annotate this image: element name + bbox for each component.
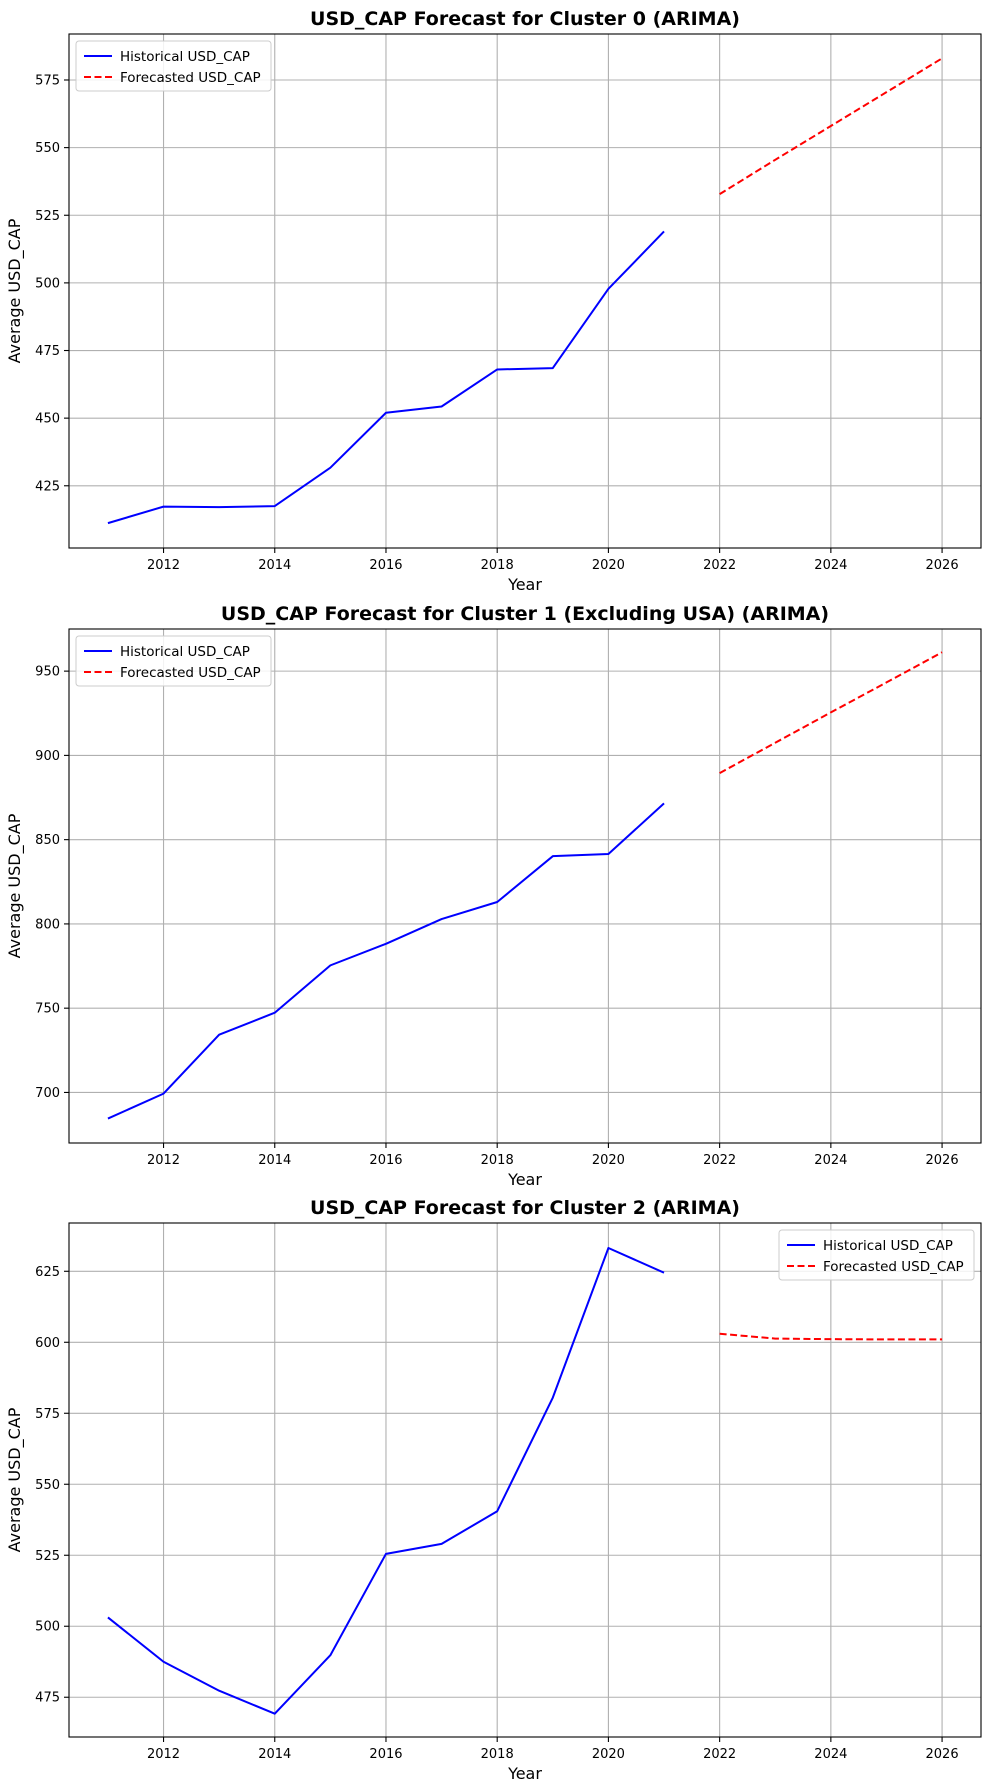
legend-label: Forecasted USD_CAP <box>823 1259 964 1275</box>
x-tick-label: 2024 <box>814 1153 847 1168</box>
legend-label: Forecasted USD_CAP <box>120 70 261 86</box>
y-tick-label: 550 <box>35 1478 60 1493</box>
y-tick-label: 450 <box>35 412 60 427</box>
y-tick-label: 475 <box>35 344 60 359</box>
x-tick-label: 2022 <box>703 1153 736 1168</box>
legend: Historical USD_CAP Forecasted USD_CAP <box>778 1229 975 1281</box>
y-tick-label: 550 <box>35 141 60 156</box>
y-axis-label: Average USD_CAP <box>5 813 25 958</box>
chart-title: USD_CAP Forecast for Cluster 2 (ARIMA) <box>310 1197 740 1219</box>
x-tick-label: 2018 <box>481 558 514 573</box>
x-tick-label: 2018 <box>481 1153 514 1168</box>
y-tick-label: 700 <box>35 1086 60 1101</box>
y-axis-label: Average USD_CAP <box>5 218 25 363</box>
x-tick-label: 2024 <box>814 558 847 573</box>
axes-frame <box>68 33 982 549</box>
y-tick-label: 575 <box>35 1407 60 1422</box>
y-tick-label: 625 <box>35 1265 60 1280</box>
legend: Historical USD_CAP Forecasted USD_CAP <box>75 40 272 92</box>
x-tick-label: 2018 <box>481 1747 514 1762</box>
y-tick-label: 900 <box>35 749 60 764</box>
x-tick-label: 2016 <box>369 1153 402 1168</box>
historical-line <box>107 802 665 1120</box>
chart-title: USD_CAP Forecast for Cluster 1 (Excludin… <box>221 603 829 625</box>
y-tick-label: 500 <box>35 276 60 291</box>
axes-frame <box>68 1222 982 1738</box>
x-tick-label: 2012 <box>147 1747 180 1762</box>
y-tick-label: 475 <box>35 1691 60 1706</box>
x-tick-label: 2014 <box>258 1153 291 1168</box>
x-tick-label: 2022 <box>703 558 736 573</box>
y-axis-label: Average USD_CAP <box>5 1407 25 1552</box>
x-tick-label: 2026 <box>926 1747 959 1762</box>
y-tick-label: 575 <box>35 73 60 88</box>
chart-panel-0: 2012 2014 2016 2018 2020 2022 2024 2026 425 450 47… <box>5 8 982 594</box>
x-tick-label: 2020 <box>592 1153 625 1168</box>
x-tick-label: 2026 <box>926 558 959 573</box>
legend-box <box>75 635 272 687</box>
y-tick-label: 525 <box>35 1549 60 1564</box>
historical-line <box>107 230 665 525</box>
historical-line <box>107 1246 665 1715</box>
x-tick-label: 2014 <box>258 558 291 573</box>
x-tick-label: 2026 <box>926 1153 959 1168</box>
legend-label: Historical USD_CAP <box>823 1238 953 1254</box>
x-tick-label: 2020 <box>592 558 625 573</box>
y-tick-label: 425 <box>35 479 60 494</box>
x-tick-label: 2016 <box>369 558 402 573</box>
y-tick-label: 600 <box>35 1336 60 1351</box>
y-tick-label: 950 <box>35 665 60 680</box>
x-axis-label: Year <box>507 1764 542 1783</box>
forecast-line <box>719 57 943 196</box>
legend-label: Historical USD_CAP <box>120 49 250 65</box>
legend: Historical USD_CAP Forecasted USD_CAP <box>75 635 272 687</box>
x-tick-label: 2020 <box>592 1747 625 1762</box>
y-tick-label: 800 <box>35 917 60 932</box>
axes-frame <box>68 628 982 1144</box>
y-tick-label: 750 <box>35 1002 60 1017</box>
legend-label: Forecasted USD_CAP <box>120 665 261 681</box>
chart-panel-2: 2012 2014 2016 2018 2020 2022 2024 2026 475 500 52… <box>5 1197 982 1783</box>
forecast-line <box>719 1332 943 1341</box>
forecast-line <box>719 651 943 774</box>
x-tick-label: 2024 <box>814 1747 847 1762</box>
x-tick-label: 2012 <box>147 1153 180 1168</box>
legend-box <box>778 1229 975 1281</box>
x-axis-label: Year <box>507 1170 542 1189</box>
x-axis-label: Year <box>507 575 542 594</box>
x-tick-label: 2016 <box>369 1747 402 1762</box>
chart-title: USD_CAP Forecast for Cluster 0 (ARIMA) <box>310 8 740 30</box>
y-tick-label: 500 <box>35 1620 60 1635</box>
chart-panel-1: 2012 2014 2016 2018 2020 2022 2024 2026 700 750 80… <box>5 603 982 1189</box>
x-tick-label: 2012 <box>147 558 180 573</box>
x-tick-label: 2022 <box>703 1747 736 1762</box>
legend-label: Historical USD_CAP <box>120 644 250 660</box>
y-tick-label: 525 <box>35 209 60 224</box>
legend-box <box>75 40 272 92</box>
x-tick-label: 2014 <box>258 1747 291 1762</box>
y-tick-label: 850 <box>35 833 60 848</box>
